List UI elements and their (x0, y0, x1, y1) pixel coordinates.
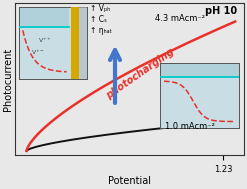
Text: ↑ ηₕₐₜ: ↑ ηₕₐₜ (90, 26, 112, 35)
Text: ↑ Cₛ: ↑ Cₛ (90, 15, 107, 24)
Y-axis label: Photocurrent: Photocurrent (3, 48, 14, 111)
Text: pH 10: pH 10 (205, 6, 237, 16)
Text: photocharging: photocharging (104, 47, 176, 101)
X-axis label: Potential: Potential (108, 176, 151, 186)
Text: 4.3 mAcm⁻²: 4.3 mAcm⁻² (155, 14, 205, 23)
Text: 1.0 mAcm⁻²: 1.0 mAcm⁻² (165, 122, 215, 131)
Text: ↑ Vₚₕ: ↑ Vₚₕ (90, 4, 111, 13)
